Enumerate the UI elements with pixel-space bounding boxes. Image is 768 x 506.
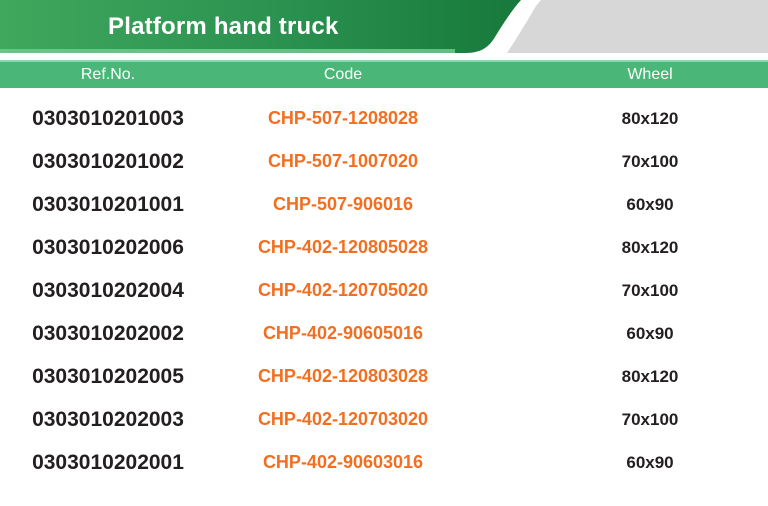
table-row: 0303010202003 CHP-402-120703020 70x100 bbox=[0, 398, 768, 441]
code-value: CHP-402-120805028 bbox=[257, 237, 429, 257]
code-value: CHP-402-120803028 bbox=[257, 366, 429, 386]
wheel-value: 60x90 bbox=[626, 194, 674, 214]
ref-no-value: 0303010202006 bbox=[32, 235, 184, 259]
table-body: 0303010201003 CHP-507-1208028 80x120 030… bbox=[0, 97, 768, 484]
code-value: CHP-402-90605016 bbox=[262, 323, 424, 343]
banner-green-shape bbox=[0, 0, 521, 53]
banner-ribbon-graphic bbox=[0, 0, 768, 53]
ref-no-value: 0303010202005 bbox=[32, 364, 184, 388]
wheel-value: 70x100 bbox=[621, 280, 679, 300]
ref-no-value: 0303010202002 bbox=[32, 321, 184, 345]
column-header-wheel: Wheel bbox=[627, 66, 673, 83]
code-value: CHP-507-1007020 bbox=[267, 151, 419, 171]
column-header-code: Code bbox=[323, 66, 363, 83]
table-row: 0303010202002 CHP-402-90605016 60x90 bbox=[0, 312, 768, 355]
ref-no-value: 0303010201001 bbox=[32, 192, 184, 216]
wheel-value: 60x90 bbox=[626, 452, 674, 472]
ref-no-value: 0303010202004 bbox=[32, 278, 184, 302]
ref-no-value: 0303010202003 bbox=[32, 407, 184, 431]
code-value: CHP-402-90603016 bbox=[262, 452, 424, 472]
table-row: 0303010202005 CHP-402-120803028 80x120 bbox=[0, 355, 768, 398]
top-banner: Platform hand truck bbox=[0, 0, 768, 53]
banner-gray-shape bbox=[507, 0, 768, 53]
table-row: 0303010201003 CHP-507-1208028 80x120 bbox=[0, 97, 768, 140]
ref-no-value: 0303010202001 bbox=[32, 450, 184, 474]
banner-light-edge bbox=[0, 49, 455, 53]
wheel-value: 80x120 bbox=[621, 237, 679, 257]
table-row: 0303010201001 CHP-507-906016 60x90 bbox=[0, 183, 768, 226]
table-row: 0303010202001 CHP-402-90603016 60x90 bbox=[0, 441, 768, 484]
table-row: 0303010202004 CHP-402-120705020 70x100 bbox=[0, 269, 768, 312]
code-value: CHP-402-120705020 bbox=[257, 280, 429, 300]
code-value: CHP-507-906016 bbox=[272, 194, 414, 214]
code-value: CHP-507-1208028 bbox=[267, 108, 419, 128]
ref-no-value: 0303010201002 bbox=[32, 149, 184, 173]
wheel-value: 80x120 bbox=[621, 108, 679, 128]
wheel-value: 80x120 bbox=[621, 366, 679, 386]
code-value: CHP-402-120703020 bbox=[257, 409, 429, 429]
table-row: 0303010201002 CHP-507-1007020 70x100 bbox=[0, 140, 768, 183]
table-header-row: Ref.No. Code Wheel bbox=[0, 60, 768, 88]
column-header-ref-no: Ref.No. bbox=[80, 66, 136, 83]
page-title: Platform hand truck bbox=[108, 12, 339, 40]
wheel-value: 70x100 bbox=[621, 151, 679, 171]
wheel-value: 60x90 bbox=[626, 323, 674, 343]
table-row: 0303010202006 CHP-402-120805028 80x120 bbox=[0, 226, 768, 269]
ref-no-value: 0303010201003 bbox=[32, 106, 184, 130]
wheel-value: 70x100 bbox=[621, 409, 679, 429]
